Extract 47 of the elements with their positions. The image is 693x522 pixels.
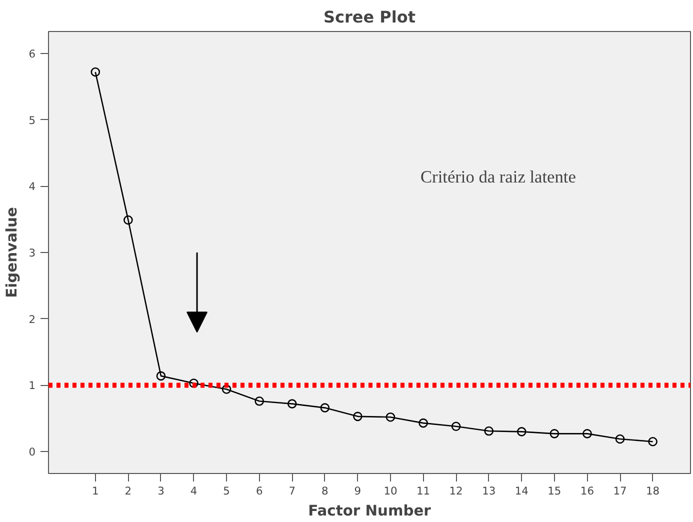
- x-tick-label: 13: [482, 484, 496, 498]
- point: [90, 67, 100, 77]
- x-axis-title: Factor Number: [308, 502, 432, 520]
- x-tick-label: 1: [92, 484, 99, 498]
- x-tick-label: 15: [548, 484, 562, 498]
- point: [615, 434, 625, 444]
- x-tick-label: 8: [322, 484, 329, 498]
- y-tick-label: 3: [28, 246, 36, 260]
- x-tick-label: 11: [416, 484, 430, 498]
- x-tick-label: 9: [354, 484, 362, 498]
- y-tick-label: 4: [28, 180, 36, 194]
- x-tick-label: 17: [613, 484, 627, 498]
- x-tick-label: 7: [288, 484, 296, 498]
- point: [254, 396, 264, 406]
- x-tick-label: 2: [124, 484, 132, 498]
- point: [124, 215, 133, 225]
- point: [222, 384, 232, 394]
- point: [484, 426, 494, 436]
- annotation: Critério da raiz latente: [420, 168, 576, 186]
- point: [648, 437, 658, 446]
- point: [582, 429, 592, 438]
- chart-title: Scree Plot: [323, 8, 416, 26]
- x-tick-label: 14: [514, 484, 529, 498]
- y-tick-label: 0: [28, 446, 36, 459]
- point: [386, 412, 396, 422]
- x-tick-label: 6: [256, 484, 263, 498]
- x-tick-label: 4: [190, 484, 198, 498]
- x-tick-label: 5: [223, 484, 230, 498]
- point: [451, 422, 461, 432]
- point: [353, 412, 362, 422]
- point: [287, 399, 297, 408]
- point: [320, 403, 330, 412]
- x-tick-label: 12: [449, 484, 463, 498]
- y-axis-title: Eigenvalue: [4, 207, 21, 298]
- point: [418, 418, 428, 428]
- x-tick-label: 16: [580, 484, 594, 498]
- x-tick-label: 18: [646, 484, 660, 498]
- point: [516, 427, 526, 436]
- y-tick-label: 2: [28, 312, 36, 326]
- point: [550, 429, 560, 438]
- y-tick-label: 6: [28, 47, 36, 60]
- y-tick-label: 5: [28, 114, 36, 127]
- point: [189, 378, 198, 388]
- x-tick-label: 10: [384, 484, 398, 498]
- y-tick-label: 1: [28, 379, 36, 392]
- point: [156, 371, 166, 381]
- x-tick-label: 3: [158, 484, 164, 498]
